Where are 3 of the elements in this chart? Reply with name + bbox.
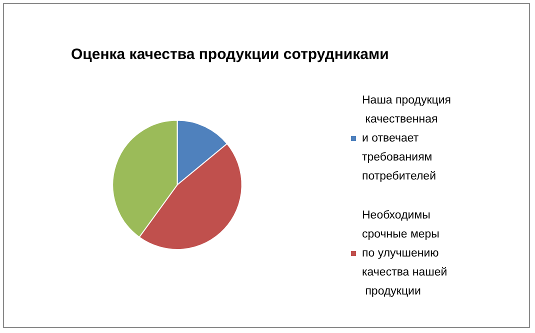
chart-title: Оценка качества продукции сотрудниками (71, 46, 389, 63)
legend-label: Необходимы срочные меры по улучшению качества нашей продукции (362, 210, 448, 298)
legend-label: Наша продукция качественная и отвечает требованиям потребителей (362, 94, 452, 182)
